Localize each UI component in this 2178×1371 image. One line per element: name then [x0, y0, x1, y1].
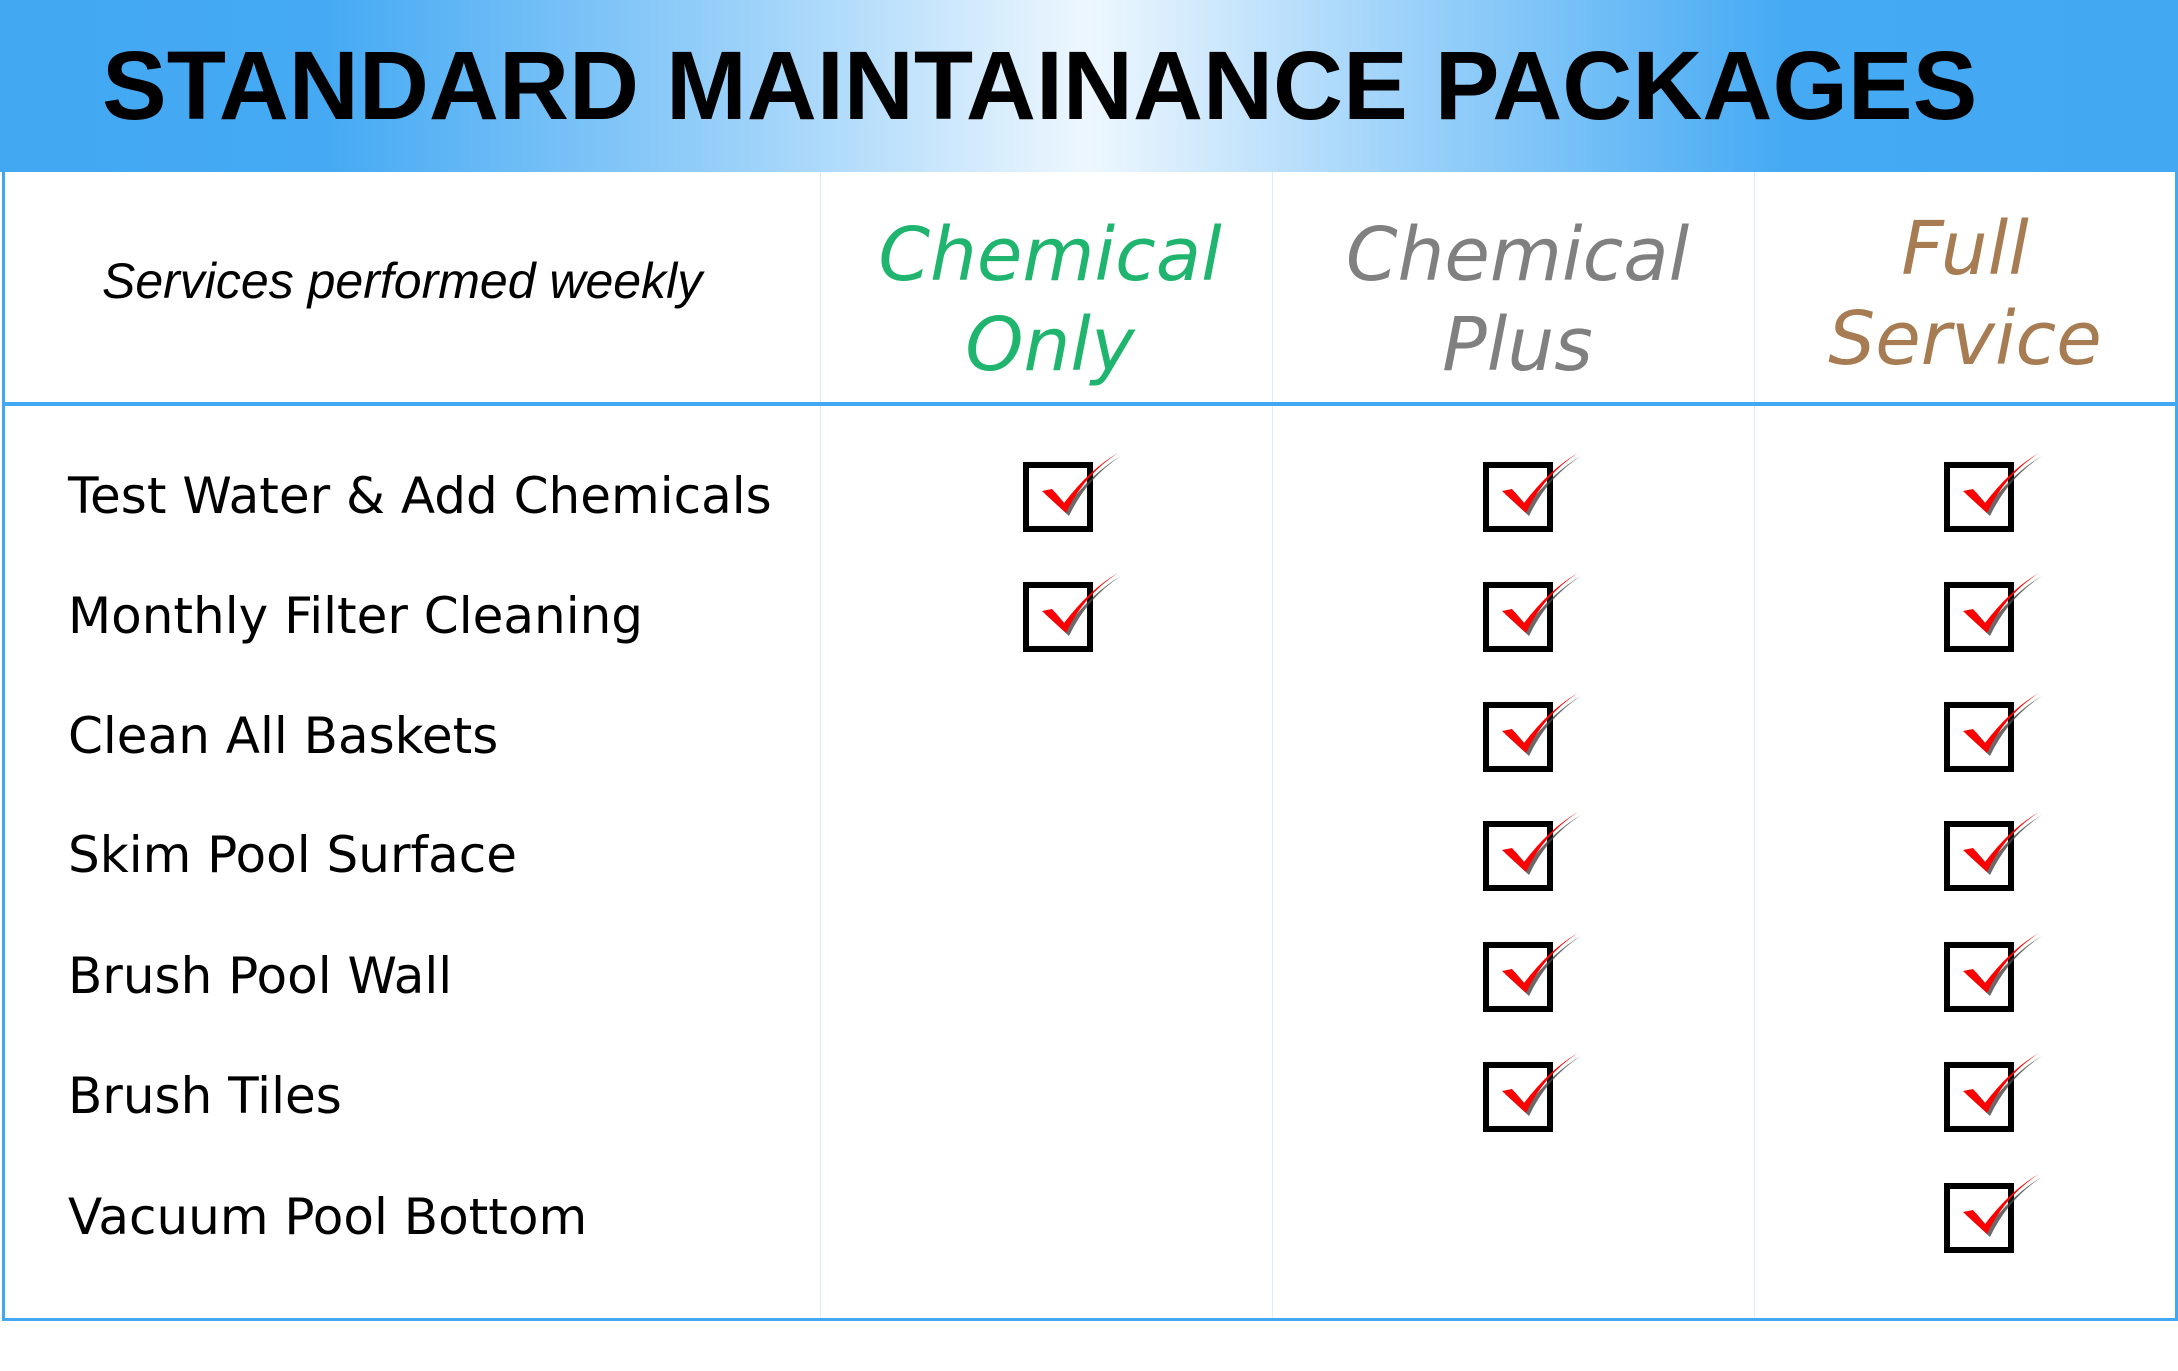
package-name-line: Chemical — [1345, 212, 1690, 298]
package-name-line: Chemical — [878, 212, 1222, 298]
checkmark-icon — [1482, 687, 1582, 777]
package-header-chemical-plus: Chemical Plus — [1290, 210, 1745, 390]
checkmark-icon — [1022, 567, 1122, 657]
service-label: Brush Pool Wall — [68, 947, 453, 1005]
service-label: Clean All Baskets — [68, 707, 499, 765]
column-divider — [1272, 172, 1273, 1318]
checkmark-icon — [1482, 927, 1582, 1017]
checkmark-icon — [1943, 1047, 2043, 1137]
page-title: STANDARD MAINTAINANCE PACKAGES — [102, 31, 1978, 140]
package-name-line: Plus — [1442, 302, 1593, 388]
package-header-chemical-only: Chemical Only — [830, 210, 1270, 390]
service-label: Monthly Filter Cleaning — [68, 587, 644, 645]
package-name-line: Full — [1901, 206, 2029, 292]
checkmark-icon — [1943, 447, 2043, 537]
checkmark-icon — [1943, 687, 2043, 777]
checkmark-icon — [1022, 447, 1122, 537]
checkmark-icon — [1943, 1168, 2043, 1258]
service-label: Test Water & Add Chemicals — [68, 467, 772, 525]
checkmark-icon — [1943, 567, 2043, 657]
service-label: Vacuum Pool Bottom — [68, 1188, 588, 1246]
checkmark-icon — [1943, 806, 2043, 896]
table-frame — [2, 172, 2178, 1321]
package-name-line: Service — [1828, 296, 2102, 382]
service-label: Brush Tiles — [68, 1067, 342, 1125]
package-name-line: Only — [965, 302, 1135, 388]
checkmark-icon — [1482, 1047, 1582, 1137]
services-subtitle: Services performed weekly — [102, 253, 703, 309]
checkmark-icon — [1482, 806, 1582, 896]
column-divider — [820, 172, 821, 1318]
checkmark-icon — [1943, 927, 2043, 1017]
package-header-full-service: Full Service — [1760, 204, 2170, 384]
header-banner: STANDARD MAINTAINANCE PACKAGES — [0, 0, 2178, 172]
checkmark-icon — [1482, 447, 1582, 537]
checkmark-icon — [1482, 567, 1582, 657]
service-label: Skim Pool Surface — [68, 826, 517, 884]
header-divider — [2, 402, 2175, 406]
column-divider — [1754, 172, 1755, 1318]
